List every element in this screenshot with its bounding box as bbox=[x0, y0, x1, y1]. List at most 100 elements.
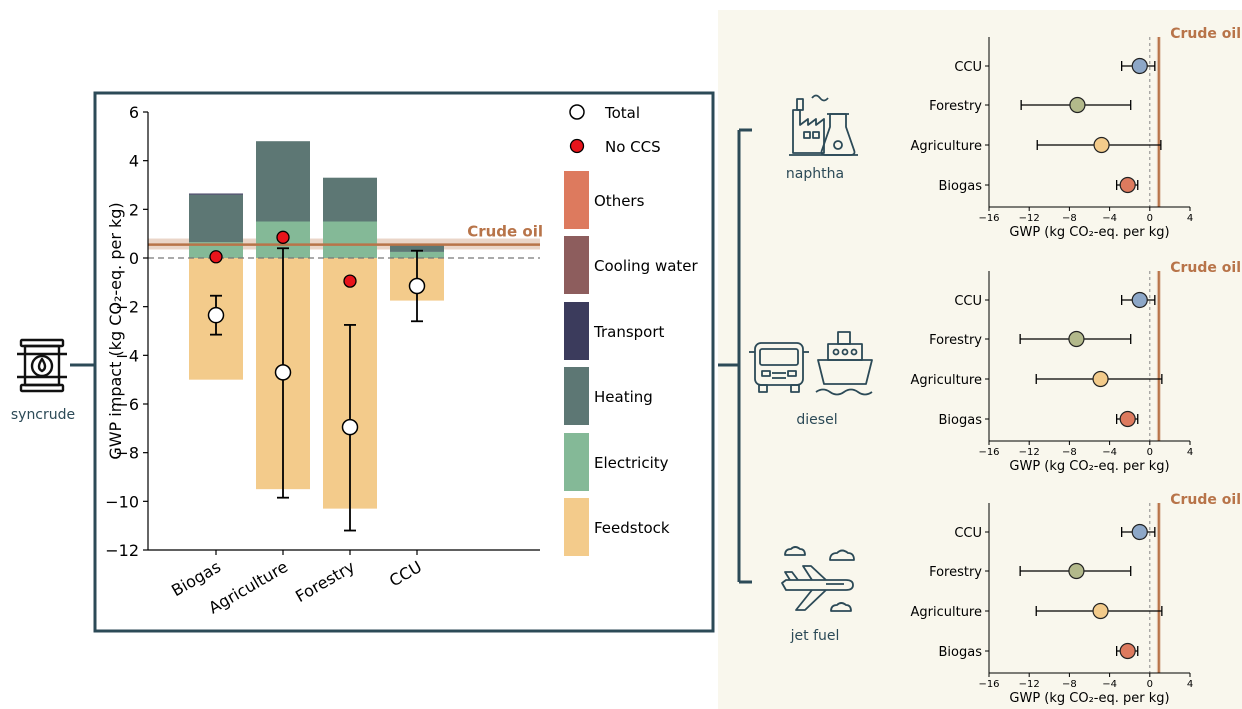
naphtha-chart: Crude oil CCU Forestry Agriculture Biogas −16… bbox=[911, 26, 1242, 240]
x-tick-label: −16 bbox=[978, 213, 999, 224]
truck-ship-icon bbox=[749, 331, 873, 396]
legend-electricity-label: Electricity bbox=[594, 454, 669, 472]
product-label-naphtha: naphtha bbox=[786, 166, 844, 182]
diesel-chart: Crude oil CCU Forestry Agriculture Biogas −16… bbox=[911, 260, 1242, 474]
syncrude-label: syncrude bbox=[11, 407, 75, 423]
y-tick-label-forestry: Forestry bbox=[929, 333, 982, 348]
x-axis-title: GWP (kg CO₂-eq. per kg) bbox=[1009, 225, 1169, 240]
y-tick-label-forestry: Forestry bbox=[929, 565, 982, 580]
chart-legend: Total No CCS Others Cooling water Transport H… bbox=[564, 104, 699, 556]
x-tick-label-biogas: Biogas bbox=[168, 557, 224, 600]
y-tick-label: −12 bbox=[105, 541, 139, 560]
x-tick-label: 0 bbox=[1147, 213, 1153, 224]
bar-electricity-forestry bbox=[323, 221, 377, 258]
x-tick-label: −16 bbox=[978, 447, 999, 458]
total-point-biogas bbox=[207, 306, 225, 324]
x-axis-title: GWP (kg CO₂-eq. per kg) bbox=[1009, 459, 1169, 474]
y-tick-label-ccu: CCU bbox=[954, 526, 982, 541]
y-tick-label-forestry: Forestry bbox=[929, 99, 982, 114]
legend-cooling-water-swatch bbox=[564, 236, 589, 294]
jet-fuel-chart: Crude oil CCU Forestry Agriculture Biogas −16… bbox=[911, 492, 1242, 706]
bar-heating-forestry bbox=[323, 177, 377, 222]
bar-heating-biogas bbox=[189, 194, 243, 243]
airplane-clouds-icon bbox=[781, 546, 855, 612]
point-ccu bbox=[1131, 523, 1148, 541]
y-tick-label-biogas: Biogas bbox=[939, 179, 983, 194]
y-tick-label-biogas: Biogas bbox=[939, 413, 983, 428]
point-forestry bbox=[1068, 330, 1085, 348]
x-tick-label: 4 bbox=[1187, 447, 1193, 458]
crude-oil-label: Crude oil bbox=[1170, 492, 1241, 508]
y-tick-label: −10 bbox=[105, 492, 139, 511]
x-tick-label: −8 bbox=[1062, 679, 1077, 690]
crude-oil-label: Crude oil bbox=[1170, 26, 1241, 42]
y-tick-label: −8 bbox=[115, 444, 139, 463]
product-label-diesel: diesel bbox=[796, 412, 837, 428]
point-ccu bbox=[1131, 57, 1148, 75]
bar-electricity-biogas bbox=[189, 242, 243, 258]
legend-feedstock-label: Feedstock bbox=[594, 519, 670, 537]
x-tick-label: −8 bbox=[1062, 213, 1077, 224]
point-biogas bbox=[1119, 176, 1136, 194]
legend-transport-label: Transport bbox=[593, 323, 665, 341]
total-point-agriculture bbox=[274, 364, 292, 381]
point-forestry bbox=[1068, 562, 1085, 580]
no-ccs-point-biogas bbox=[209, 250, 223, 264]
legend-total-marker bbox=[569, 104, 585, 120]
x-tick-label: −4 bbox=[1102, 447, 1117, 458]
legend-others-swatch bbox=[564, 171, 589, 229]
x-tick-label: 4 bbox=[1187, 213, 1193, 224]
legend-total-label: Total bbox=[604, 104, 640, 122]
no-ccs-point-agriculture bbox=[276, 230, 290, 244]
x-tick-label: 0 bbox=[1147, 679, 1153, 690]
y-tick-label-ccu: CCU bbox=[954, 294, 982, 309]
x-tick-label: −4 bbox=[1102, 679, 1117, 690]
legend-no-ccs-marker bbox=[569, 138, 585, 154]
total-point-ccu bbox=[408, 277, 426, 295]
y-tick-label-agriculture: Agriculture bbox=[911, 605, 983, 620]
total-point-forestry bbox=[341, 418, 359, 436]
x-tick-label: −4 bbox=[1102, 213, 1117, 224]
x-tick-label-forestry: Forestry bbox=[292, 557, 358, 606]
crude-oil-label: Crude oil bbox=[1170, 260, 1241, 276]
x-axis-title: GWP (kg CO₂-eq. per kg) bbox=[1009, 691, 1169, 706]
legend-feedstock-swatch bbox=[564, 498, 589, 556]
y-tick-label: 6 bbox=[129, 103, 139, 122]
product-bracket bbox=[718, 128, 752, 584]
y-tick-label-agriculture: Agriculture bbox=[911, 373, 983, 388]
point-agriculture bbox=[1092, 602, 1109, 620]
legend-others-label: Others bbox=[594, 192, 645, 210]
y-tick-label-ccu: CCU bbox=[954, 60, 982, 75]
y-axis-title: GWP impact (kg CO₂-eq. per kg) bbox=[106, 202, 125, 459]
product-label-jet-fuel: jet fuel bbox=[790, 628, 840, 644]
x-tick-label: −16 bbox=[978, 679, 999, 690]
left-chart: Crude oil6420−2−4−6−8−10−12BiogasAgricul… bbox=[105, 103, 543, 617]
x-tick-label: −12 bbox=[1019, 213, 1040, 224]
y-tick-label-biogas: Biogas bbox=[939, 645, 983, 660]
x-tick-label: −8 bbox=[1062, 447, 1077, 458]
right-panel-background bbox=[718, 10, 1242, 709]
legend-heating-label: Heating bbox=[594, 388, 653, 406]
x-tick-label: −12 bbox=[1019, 679, 1040, 690]
chart-frame bbox=[93, 91, 715, 633]
y-tick-label: 4 bbox=[129, 152, 139, 171]
legend-electricity-swatch bbox=[564, 433, 589, 491]
x-tick-label: −12 bbox=[1019, 447, 1040, 458]
no-ccs-point-forestry bbox=[343, 274, 357, 288]
point-biogas bbox=[1119, 642, 1136, 660]
y-tick-label: −6 bbox=[115, 395, 139, 414]
point-agriculture bbox=[1092, 370, 1109, 388]
bar-transport-biogas bbox=[189, 193, 243, 195]
x-tick-label-ccu: CCU bbox=[386, 557, 425, 590]
y-tick-label-agriculture: Agriculture bbox=[911, 139, 983, 154]
legend-heating-swatch bbox=[564, 367, 589, 425]
x-tick-label: 0 bbox=[1147, 447, 1153, 458]
legend-cooling-water-label: Cooling water bbox=[594, 257, 699, 275]
legend-transport-swatch bbox=[564, 302, 589, 360]
point-agriculture bbox=[1093, 136, 1110, 154]
y-tick-label: −4 bbox=[115, 346, 139, 365]
x-tick-label: 4 bbox=[1187, 679, 1193, 690]
oil-barrel-icon bbox=[17, 338, 67, 393]
y-tick-label: −2 bbox=[115, 298, 139, 317]
